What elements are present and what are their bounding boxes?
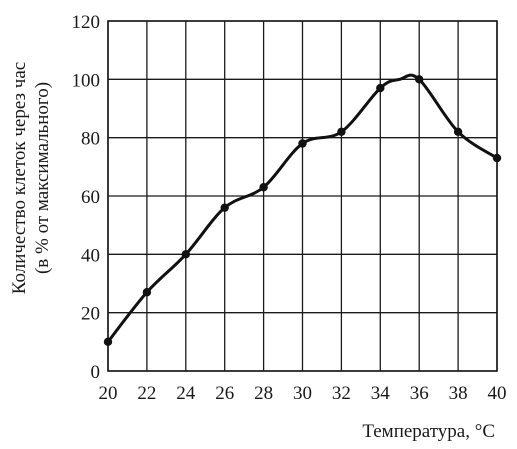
x-tick-label: 38: [449, 383, 468, 404]
x-axis-title: Температура, °C: [362, 421, 495, 442]
data-point: [492, 153, 502, 163]
grid: [107, 20, 498, 372]
data-point: [453, 127, 463, 137]
y-tick-label: 0: [91, 362, 101, 383]
x-tick-label: 28: [254, 383, 273, 404]
x-tick-label: 22: [137, 383, 156, 404]
x-tick-label: 36: [410, 383, 429, 404]
x-tick-label: 30: [293, 383, 312, 404]
data-point: [142, 288, 152, 297]
y-tick-label: 40: [81, 245, 100, 266]
data-point: [376, 83, 385, 93]
x-tick-label: 20: [99, 383, 118, 404]
y-tick-label: 80: [81, 129, 100, 150]
data-point: [337, 127, 346, 137]
y-tick-label: 100: [72, 70, 101, 91]
data-points: [103, 75, 502, 347]
y-tick-label: 20: [81, 304, 100, 325]
data-point: [415, 75, 424, 84]
x-tick-label: 34: [371, 383, 391, 404]
x-tick-label: 26: [215, 383, 234, 404]
y-axis-title-line2: (в % от максимального): [32, 82, 53, 274]
y-tick-labels: 0 20 40 60 80 100 120: [72, 12, 101, 383]
y-tick-label: 120: [72, 12, 101, 33]
plot-frame: [107, 20, 498, 372]
y-tick-label: 60: [81, 187, 100, 208]
x-tick-label: 24: [176, 383, 196, 404]
x-tick-label: 40: [488, 383, 507, 404]
data-point: [103, 337, 113, 347]
x-tick-labels: 20 22 24 26 28 30 32 34 36 38 40: [99, 383, 507, 404]
x-tick-label: 32: [332, 383, 351, 404]
data-point: [298, 139, 307, 148]
data-point: [181, 250, 190, 259]
y-axis-title-line1: Количество клеток через час: [9, 62, 30, 294]
data-point: [259, 183, 268, 192]
data-point: [220, 203, 229, 212]
